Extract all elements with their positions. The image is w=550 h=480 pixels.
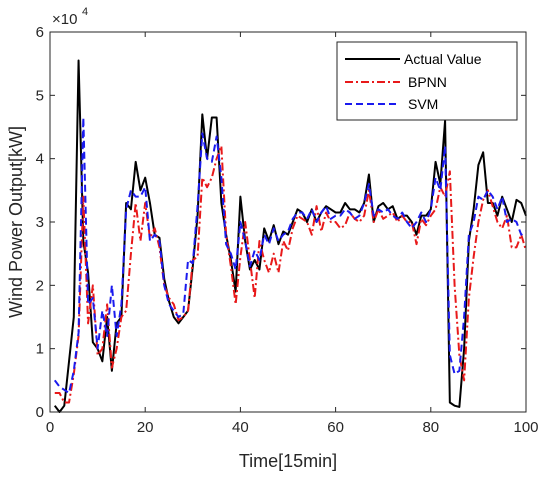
x-tick-label: 40: [232, 419, 249, 436]
x-tick-label: 80: [422, 419, 439, 436]
series-layer: [53, 59, 527, 413]
y-multiplier-exponent: 4: [82, 6, 88, 18]
legend-label-bpnn: BPNN: [408, 74, 447, 90]
x-tick-label: 100: [513, 419, 538, 436]
x-axis-label: Time[15min]: [239, 451, 337, 471]
y-tick-label: 6: [36, 24, 44, 41]
tick-layer: 0 20 40 60 80 100 0 1 2 3 4 5 6: [36, 24, 539, 436]
y-tick-label: 3: [36, 214, 44, 231]
y-tick-label: 2: [36, 277, 44, 294]
legend: Actual Value BPNN SVM: [336, 41, 518, 121]
y-tick-label: 4: [36, 151, 44, 168]
legend-box: [336, 41, 518, 121]
legend-label-svm: SVM: [408, 96, 438, 112]
x-tick-label: 0: [46, 419, 54, 436]
x-tick-label: 60: [327, 419, 344, 436]
y-multiplier-base: ×10: [52, 11, 77, 28]
y-tick-label: 1: [36, 341, 44, 358]
series-line-bpnn: [54, 145, 527, 404]
y-tick-label: 0: [36, 404, 44, 421]
series-line-svm: [53, 116, 527, 394]
x-tick-label: 20: [137, 419, 154, 436]
y-tick-label: 5: [36, 87, 44, 104]
legend-label-actual-value: Actual Value: [404, 51, 482, 67]
y-axis-label: Wind Power Output[kW]: [6, 126, 26, 318]
